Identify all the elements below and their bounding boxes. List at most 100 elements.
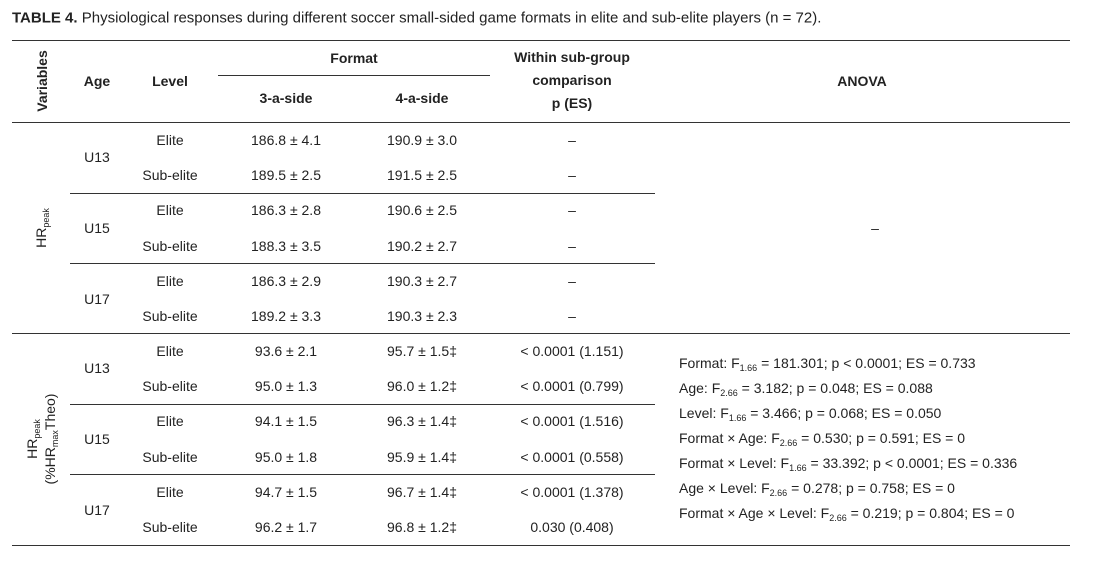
- header-variables: Variables: [34, 50, 50, 112]
- rule: [12, 40, 1070, 41]
- within-p: < 0.0001 (1.378): [520, 483, 624, 500]
- text-run: HR: [33, 227, 49, 248]
- caption-text: Physiological responses during different…: [81, 9, 822, 27]
- header-format: Format: [330, 50, 378, 66]
- age-label: U15: [84, 430, 110, 447]
- format-3-value: 95.0 ± 1.8: [254, 448, 318, 465]
- text-run: (%HR: [42, 447, 58, 485]
- text-run: Format × Age: F: [679, 429, 780, 446]
- within-p: –: [568, 272, 576, 289]
- text-run: Format: F: [679, 354, 740, 371]
- level: Elite: [156, 483, 184, 500]
- within-p: < 0.0001 (1.151): [520, 342, 624, 359]
- format-3-value: 96.2 ± 1.7: [254, 519, 318, 536]
- rule: [70, 403, 655, 405]
- text-run: Theo): [42, 393, 58, 430]
- rule: [70, 192, 655, 194]
- header-within: Within sub-group: [514, 49, 630, 65]
- subscript: 2.66: [769, 487, 788, 498]
- anova-text: –: [871, 220, 879, 236]
- within-p: < 0.0001 (1.516): [520, 413, 624, 430]
- level: Elite: [156, 202, 184, 219]
- subscript: 1.66: [728, 412, 747, 423]
- rule: [12, 333, 1070, 334]
- anova-line: Format: F1.66 = 181.301; p < 0.0001; ES …: [679, 355, 976, 373]
- header-within: comparison: [532, 72, 612, 88]
- within-p: –: [568, 308, 576, 325]
- text-run: = 0.530; p = 0.591; ES = 0: [797, 429, 966, 446]
- rule: [70, 474, 655, 476]
- level: Sub-elite: [142, 166, 198, 183]
- format-3-value: 95.0 ± 1.3: [254, 377, 318, 394]
- level: Sub-elite: [142, 448, 198, 465]
- within-p: 0.030 (0.408): [530, 519, 614, 536]
- text-run: Level: F: [679, 404, 729, 421]
- subscript: peak: [41, 208, 51, 228]
- format-4-value: 191.5 ± 2.5: [387, 166, 457, 183]
- age-label: U17: [84, 290, 110, 307]
- subscript: max: [50, 430, 60, 448]
- text-run: Age × Level: F: [679, 479, 770, 496]
- anova-line: Age × Level: F2.66 = 0.278; p = 0.758; E…: [679, 480, 955, 498]
- anova-line: Level: F1.66 = 3.466; p = 0.068; ES = 0.…: [679, 405, 941, 423]
- level: Elite: [156, 413, 184, 430]
- format-3-value: 186.3 ± 2.9: [251, 272, 321, 289]
- text-run: Format × Level: F: [679, 454, 790, 471]
- header-within: p (ES): [551, 95, 593, 111]
- format-3-value: 94.1 ± 1.5: [254, 413, 318, 430]
- text-run: HR: [24, 438, 40, 459]
- subscript: 2.66: [779, 437, 798, 448]
- variable-line: HRpeak: [33, 208, 51, 248]
- within-p: –: [568, 131, 576, 148]
- variable-label: HRpeak: [33, 208, 51, 248]
- level: Sub-elite: [142, 237, 198, 254]
- format-4-value: 96.0 ± 1.2‡: [387, 377, 457, 394]
- header-anova: ANOVA: [837, 73, 887, 89]
- level: Sub-elite: [142, 377, 198, 394]
- within-p: < 0.0001 (0.558): [520, 448, 624, 465]
- text-run: = 0.219; p = 0.804; ES = 0: [846, 504, 1015, 521]
- rule: [218, 75, 490, 76]
- within-p: –: [568, 202, 576, 219]
- header-format-4: 4-a-side: [395, 90, 449, 106]
- format-4-value: 96.8 ± 1.2‡: [387, 519, 457, 536]
- format-4-value: 190.2 ± 2.7: [387, 237, 457, 254]
- format-4-value: 96.3 ± 1.4‡: [387, 413, 457, 430]
- text-run: –: [871, 219, 879, 236]
- age-label: U17: [84, 501, 110, 518]
- anova-line: Format × Age × Level: F2.66 = 0.219; p =…: [679, 505, 1014, 523]
- age-label: U13: [84, 149, 110, 166]
- age-label: U15: [84, 219, 110, 236]
- level: Elite: [156, 272, 184, 289]
- subscript: peak: [32, 419, 42, 439]
- subscript: 2.66: [720, 387, 738, 398]
- within-p: –: [568, 237, 576, 254]
- format-3-value: 188.3 ± 3.5: [251, 237, 321, 254]
- anova-line: Format × Age: F2.66 = 0.530; p = 0.591; …: [679, 430, 965, 448]
- anova-line: Age: F2.66 = 3.182; p = 0.048; ES = 0.08…: [679, 380, 933, 398]
- header-format-3: 3-a-side: [259, 90, 313, 106]
- format-3-value: 186.3 ± 2.8: [251, 202, 321, 219]
- format-3-value: 189.2 ± 3.3: [251, 308, 321, 325]
- format-4-value: 190.9 ± 3.0: [387, 131, 457, 148]
- format-4-value: 190.3 ± 2.7: [387, 272, 457, 289]
- text-run: = 33.392; p < 0.0001; ES = 0.336: [806, 454, 1018, 471]
- format-3-value: 189.5 ± 2.5: [251, 166, 321, 183]
- level: Sub-elite: [142, 519, 198, 536]
- format-3-value: 93.6 ± 2.1: [254, 342, 318, 359]
- format-4-value: 96.7 ± 1.4‡: [387, 483, 457, 500]
- rule: [12, 545, 1070, 546]
- text-run: = 3.182; p = 0.048; ES = 0.088: [737, 379, 933, 396]
- text-run: Age: F: [679, 379, 721, 396]
- format-4-value: 190.6 ± 2.5: [387, 202, 457, 219]
- level: Sub-elite: [142, 308, 198, 325]
- text-run: Format × Age × Level: F: [679, 504, 830, 521]
- format-4-value: 95.9 ± 1.4‡: [387, 448, 457, 465]
- format-3-value: 186.8 ± 4.1: [251, 131, 321, 148]
- level: Elite: [156, 131, 184, 148]
- header-age: Age: [83, 73, 111, 89]
- text-run: = 181.301; p < 0.0001; ES = 0.733: [757, 354, 976, 371]
- format-3-value: 94.7 ± 1.5: [254, 483, 318, 500]
- subscript: 1.66: [739, 362, 758, 373]
